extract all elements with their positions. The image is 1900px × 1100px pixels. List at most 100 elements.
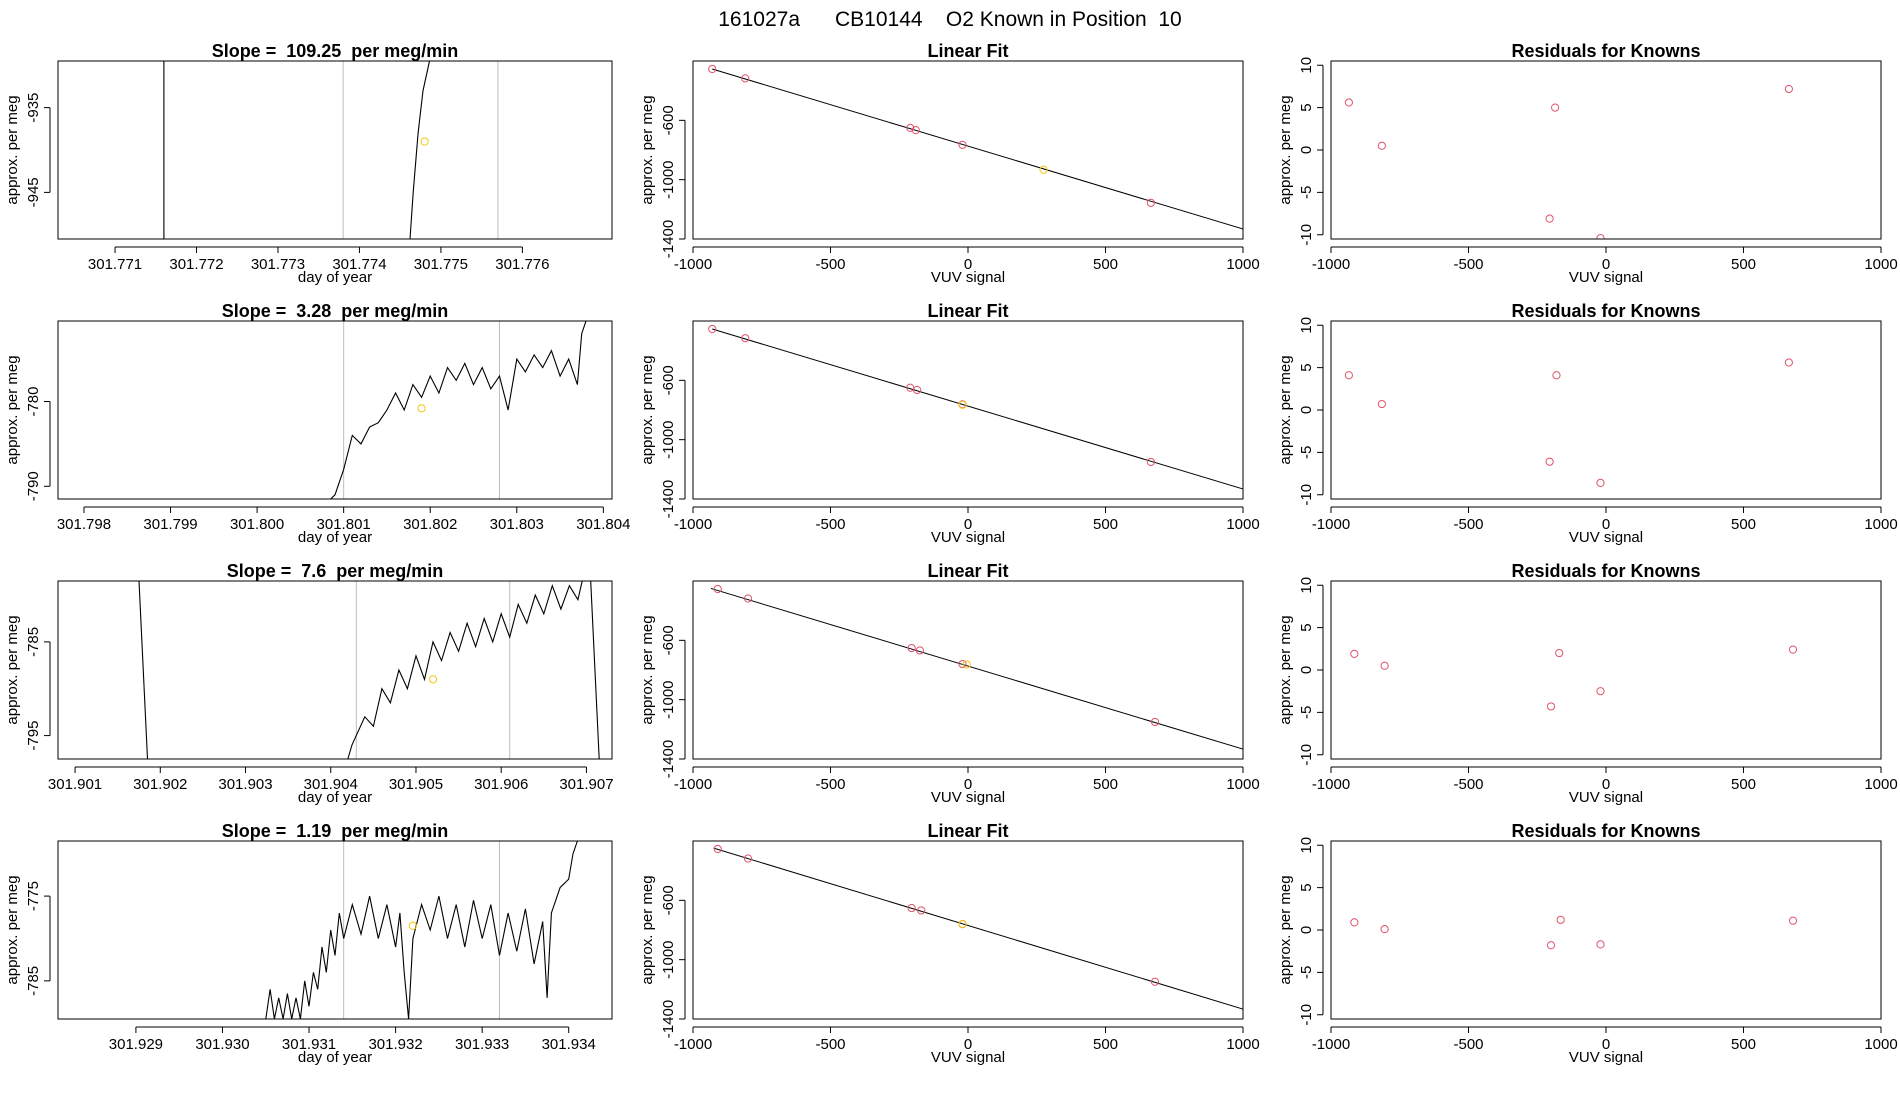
row1-timeseries-point-unknown-0 xyxy=(420,137,429,146)
row4-timeseries-y-tick-label-1: -785 xyxy=(25,966,42,996)
row3-residuals-point-known-1 xyxy=(1380,661,1389,670)
row1-residuals-x-tick-label-2: 0 xyxy=(1602,256,1610,273)
row4-residuals-x-tick-label-4: 1000 xyxy=(1864,1036,1897,1053)
row1-fit-x-tick-label-2: 0 xyxy=(964,256,972,273)
row2-residuals-point-known-3 xyxy=(1552,371,1561,380)
row2-residuals-point-known-0 xyxy=(1344,371,1353,380)
row1-residuals-y-tick-label-0: 10 xyxy=(1298,57,1315,74)
row3-residuals-x-label: VUV signal xyxy=(1569,789,1643,806)
row4-residuals-point-known-1 xyxy=(1380,925,1389,934)
row1-residuals-point-known-2 xyxy=(1545,214,1554,223)
row4-fit-y-tick-label-2: -1400 xyxy=(660,1000,677,1038)
row2-timeseries-y-tick-label-1: -790 xyxy=(25,471,42,501)
row1-timeseries-x-tick-label-4: 301.775 xyxy=(414,256,468,273)
row4-fit-y-tick-label-1: -1000 xyxy=(660,940,677,978)
row4-residuals-point-known-3 xyxy=(1556,915,1565,924)
row1-timeseries-x-tick-label-5: 301.776 xyxy=(495,256,549,273)
row2-residuals-y-label: approx. per meg xyxy=(1277,355,1294,464)
row3-fit-y-label: approx. per meg xyxy=(639,615,656,724)
row2-fit-y-tick-label-2: -1400 xyxy=(660,480,677,518)
row2-timeseries-x-tick-label-1: 301.799 xyxy=(143,516,197,533)
row1-timeseries-y-tick-label-0: -935 xyxy=(25,93,42,123)
row2-fit-x-tick-label-0: -1000 xyxy=(674,516,712,533)
row3-residuals-frame xyxy=(1330,580,1882,760)
row4-residuals-y-tick-label-0: 10 xyxy=(1298,837,1315,854)
row4-timeseries-y-tick-label-0: -775 xyxy=(25,881,42,911)
row4-residuals-x-tick-label-2: 0 xyxy=(1602,1036,1610,1053)
row3-fit-point-known-3 xyxy=(915,646,924,655)
row4-fit-panel: Linear Fit -1000 -500 0 500 1000 VUV signal -60… xyxy=(639,821,1260,1066)
row1-fit-panel: Linear Fit -1000 -500 0 500 1000 VUV signal -60… xyxy=(639,41,1260,286)
row1-residuals-point-known-1 xyxy=(1377,141,1386,150)
row3-fit-title: Linear Fit xyxy=(927,561,1008,581)
row4-fit-point-known-0 xyxy=(713,844,722,854)
row1-residuals-y-tick-label-1: 5 xyxy=(1298,103,1315,111)
row4-residuals-y-tick-label-3: -5 xyxy=(1298,966,1315,979)
row1-residuals-x-tick-label-3: 500 xyxy=(1731,256,1756,273)
row3-timeseries-x-tick-label-1: 301.902 xyxy=(133,776,187,793)
row3-fit-frame xyxy=(692,580,1244,760)
row1-residuals-frame xyxy=(1330,60,1882,240)
row2-timeseries-x-tick-label-4: 301.802 xyxy=(403,516,457,533)
row4-fit-fit-line xyxy=(713,847,1243,1010)
row1-fit-point-known-0 xyxy=(708,64,717,74)
row2-timeseries-y-label: approx. per meg xyxy=(4,355,21,464)
row3-fit-y-tick-label-1: -1000 xyxy=(660,680,677,718)
row4-residuals-x-tick-label-3: 500 xyxy=(1731,1036,1756,1053)
row4-fit-y-tick-label-0: -600 xyxy=(660,885,677,915)
row1-residuals-y-tick-label-2: 0 xyxy=(1298,146,1315,154)
row3-timeseries-x-tick-label-0: 301.901 xyxy=(48,776,102,793)
row2-fit-x-tick-label-4: 1000 xyxy=(1226,516,1259,533)
row1-fit-point-known-4 xyxy=(958,140,967,149)
row1-fit-x-tick-label-4: 1000 xyxy=(1226,256,1259,273)
row2-residuals-y-tick-label-3: -5 xyxy=(1298,446,1315,459)
row1-fit-title: Linear Fit xyxy=(927,41,1008,61)
row1-timeseries-frame xyxy=(57,60,613,240)
row2-fit-fit-line xyxy=(712,328,1243,490)
row4-timeseries-x-tick-label-1: 301.930 xyxy=(195,1036,249,1053)
row2-timeseries-x-tick-label-3: 301.801 xyxy=(317,516,371,533)
row2-timeseries-y-tick-label-0: -780 xyxy=(25,387,42,417)
row3-timeseries-y-tick-label-0: -785 xyxy=(25,627,42,657)
row4-residuals-y-tick-label-2: 0 xyxy=(1298,926,1315,934)
row2-fit-point-known-1 xyxy=(741,334,750,343)
row3-timeseries-series-line-2 xyxy=(590,581,600,759)
row3-residuals-y-label: approx. per meg xyxy=(1277,615,1294,724)
row2-fit-point-known-3 xyxy=(913,385,922,395)
row2-residuals-point-known-2 xyxy=(1545,457,1554,466)
row4-residuals-point-known-2 xyxy=(1546,941,1556,950)
row2-fit-y-tick-label-1: -1000 xyxy=(660,420,677,458)
row1-residuals-point-known-0 xyxy=(1344,98,1353,107)
row2-residuals-x-tick-label-3: 500 xyxy=(1731,516,1756,533)
figure-title: 161027a CB10144 O2 Known in Position 10 xyxy=(718,8,1181,31)
row2-fit-point-unknown-6 xyxy=(958,400,967,409)
row2-fit-title: Linear Fit xyxy=(927,301,1008,321)
row3-residuals-point-known-2 xyxy=(1546,702,1556,711)
row4-timeseries-x-tick-label-0: 301.929 xyxy=(109,1036,163,1053)
row2-residuals-point-known-5 xyxy=(1784,358,1793,367)
row2-residuals-y-tick-label-4: -10 xyxy=(1298,484,1315,506)
row3-fit-point-unknown-6 xyxy=(962,660,971,669)
row1-residuals-point-known-5 xyxy=(1784,84,1793,94)
row4-timeseries-y-label: approx. per meg xyxy=(4,875,21,984)
row4-residuals-y-label: approx. per meg xyxy=(1277,875,1294,984)
row2-fit-y-tick-label-0: -600 xyxy=(660,365,677,395)
row2-timeseries-title: Slope = 3.28 per meg/min xyxy=(222,301,449,321)
row2-fit-panel: Linear Fit -1000 -500 0 500 1000 VUV signal -60… xyxy=(639,301,1260,546)
row1-timeseries-y-tick-label-1: -945 xyxy=(25,177,42,207)
row1-residuals-x-tick-label-0: -1000 xyxy=(1312,256,1350,273)
row4-timeseries-x-tick-label-4: 301.933 xyxy=(455,1036,509,1053)
row2-residuals-y-tick-label-2: 0 xyxy=(1298,406,1315,414)
row4-residuals-y-tick-label-4: -10 xyxy=(1298,1004,1315,1026)
row2-residuals-x-tick-label-1: -500 xyxy=(1453,516,1483,533)
row3-timeseries-title: Slope = 7.6 per meg/min xyxy=(227,561,444,581)
row3-timeseries-y-label: approx. per meg xyxy=(4,615,21,724)
row3-residuals-point-known-5 xyxy=(1788,645,1798,654)
row2-timeseries-x-tick-label-0: 301.798 xyxy=(57,516,111,533)
row3-residuals-x-tick-label-0: -1000 xyxy=(1312,776,1350,793)
row1-fit-point-known-3 xyxy=(911,126,920,135)
row4-residuals-panel: Residuals for Knowns -1000 -500 0 500 1000 VUV… xyxy=(1277,821,1898,1066)
row3-residuals-y-tick-label-0: 10 xyxy=(1298,577,1315,594)
row4-timeseries-point-unknown-0 xyxy=(408,921,418,930)
